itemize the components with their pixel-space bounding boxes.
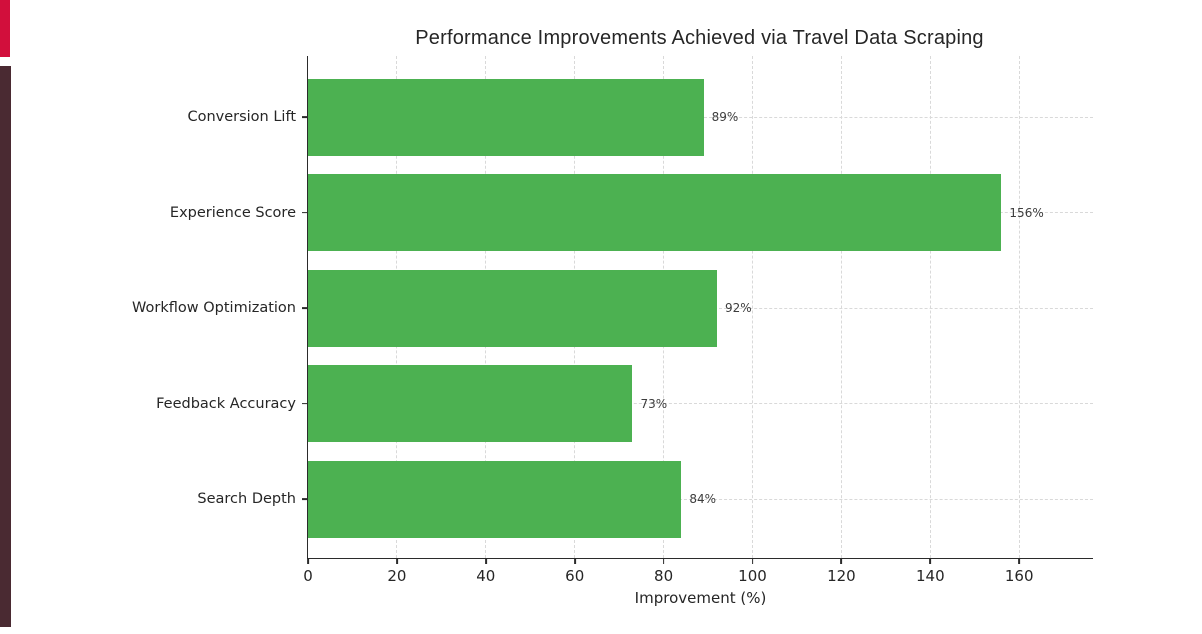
x-tick-120 — [840, 558, 843, 564]
x-tick-label-160: 160 — [1004, 567, 1034, 585]
bar-workflow-optimization — [308, 269, 717, 347]
y-gridline-search-depth — [308, 498, 1093, 500]
x-gridline-120 — [840, 56, 842, 558]
x-tick-label-20: 20 — [387, 567, 407, 585]
x-tick-label-60: 60 — [565, 567, 585, 585]
x-tick-label-80: 80 — [654, 567, 674, 585]
x-tick-160 — [1018, 558, 1021, 564]
y-tick-label-experience-score: Experience Score — [169, 204, 296, 221]
x-gridline-160 — [1018, 56, 1020, 558]
chart-title: Performance Improvements Achieved via Tr… — [415, 27, 984, 49]
bar-value-label-experience-score: 156% — [1009, 205, 1044, 220]
x-tick-0 — [307, 558, 309, 564]
plot-area: 0 20 40 60 80 100 120 140 160 89% Conversion Lift 1… — [132, 56, 1093, 607]
x-tick-label-120: 120 — [827, 567, 856, 585]
x-gridline-140 — [929, 56, 931, 558]
y-tick-feedback-accuracy — [302, 402, 308, 405]
bar-experience-score — [308, 174, 1002, 251]
x-tick-60 — [573, 558, 576, 564]
x-tick-140 — [929, 558, 932, 564]
y-tick-workflow-optimization — [302, 307, 308, 309]
bar-search-depth — [308, 460, 682, 538]
y-tick-search-depth — [302, 498, 308, 500]
x-tick-100 — [751, 558, 754, 564]
x-axis-label: Improvement (%) — [634, 589, 767, 607]
x-tick-80 — [662, 558, 665, 564]
x-tick-20 — [395, 558, 398, 564]
y-tick-label-workflow-optimization: Workflow Optimization — [132, 300, 296, 316]
bar-value-label-search-depth: 84% — [689, 492, 717, 506]
left-side-accent-strip — [0, 66, 11, 627]
y-tick-label-feedback-accuracy: Feedback Accuracy — [156, 395, 296, 412]
bar-value-label-workflow-optimization: 92% — [724, 301, 752, 315]
bar-value-label-feedback-accuracy: 73% — [640, 396, 668, 411]
x-tick-label-0: 0 — [303, 567, 313, 585]
y-tick-label-search-depth: Search Depth — [197, 491, 296, 507]
y-tick-conversion-lift — [302, 116, 308, 118]
bar-feedback-accuracy — [308, 365, 633, 442]
x-tick-label-140: 140 — [915, 567, 945, 585]
left-top-accent-strip — [0, 0, 10, 57]
bar-conversion-lift — [308, 78, 704, 156]
y-gridline-feedback-accuracy — [308, 403, 1093, 404]
x-tick-label-100: 100 — [738, 567, 767, 585]
x-tick-label-40: 40 — [476, 567, 496, 585]
x-tick-40 — [484, 558, 487, 564]
bar-value-label-conversion-lift: 89% — [711, 110, 739, 124]
y-tick-label-conversion-lift: Conversion Lift — [187, 109, 296, 125]
x-gridline-100 — [752, 56, 753, 558]
y-tick-experience-score — [302, 211, 308, 214]
